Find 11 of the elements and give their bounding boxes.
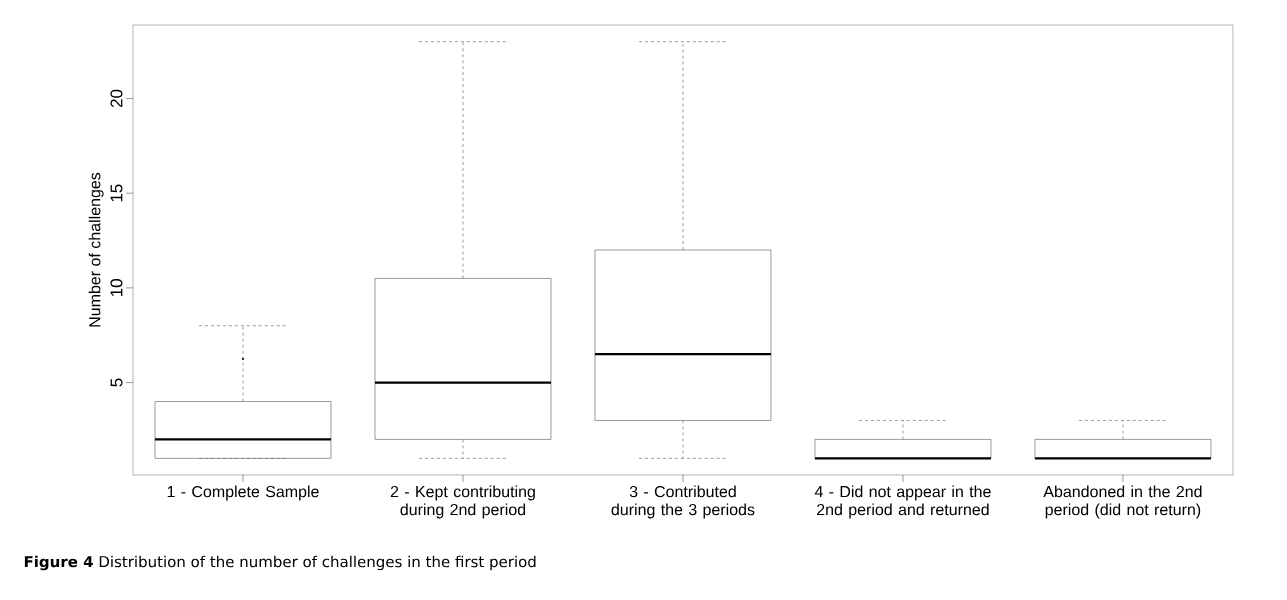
x-tick-label: Abandoned in the 2nd period (did not return) xyxy=(1043,485,1202,519)
y-tick-label: 10 xyxy=(110,279,123,297)
x-tick-label: 3 - Contributed during the 3 periods xyxy=(611,485,755,519)
x-tick-label: 2 - Kept contributing during 2nd period xyxy=(390,485,535,519)
text: Figure 4 Distribution of the number of challenges in the first period xyxy=(24,555,536,571)
y-tick-label: 5 xyxy=(110,378,123,387)
x-tick-label: 1 - Complete Sample xyxy=(167,485,319,501)
y-tick-label: 15 xyxy=(110,184,123,202)
y-tick-label: 20 xyxy=(110,89,123,108)
x-tick-label: 4 - Did not appear in the 2nd period and returned xyxy=(814,485,991,519)
y-axis-title: Number of challenges xyxy=(88,172,104,327)
